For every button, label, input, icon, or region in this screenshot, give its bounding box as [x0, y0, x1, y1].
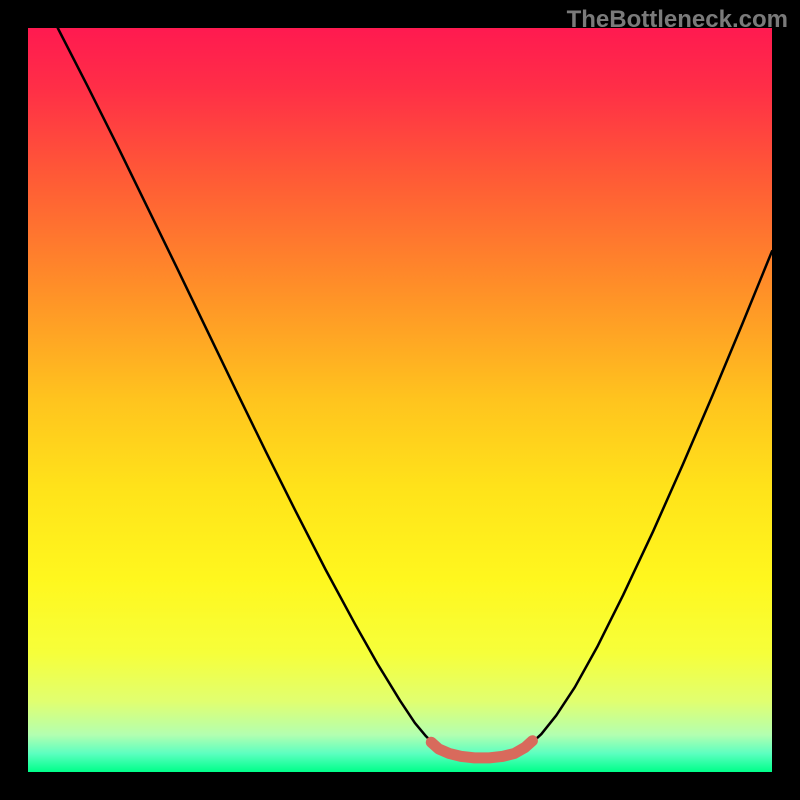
gradient-background	[28, 28, 772, 772]
watermark-text: TheBottleneck.com	[567, 6, 788, 34]
bottleneck-chart: TheBottleneck.com	[0, 0, 800, 800]
plot-svg	[28, 28, 772, 772]
